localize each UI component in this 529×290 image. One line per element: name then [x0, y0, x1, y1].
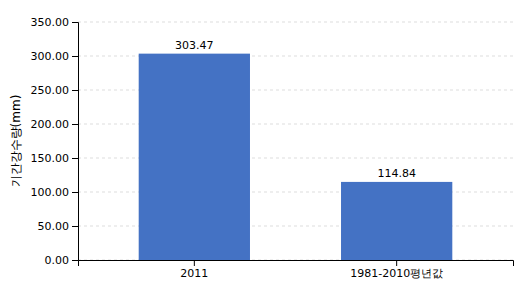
data-label: 114.84 [377, 167, 416, 180]
tick-mark [72, 22, 78, 23]
y-tick: 300.00 [31, 50, 79, 63]
data-labels: 303.47 114.84 [175, 39, 416, 180]
tick-mark [72, 124, 78, 125]
tick-label: 100.00 [31, 186, 70, 199]
y-tick: 350.00 [31, 16, 79, 29]
chart-svg: 0.00 50.00 100.00 150.00 200.00 250.00 300.00 3… [0, 0, 529, 290]
y-tick: 0.00 [45, 254, 79, 267]
tick-label: 50.00 [38, 220, 70, 233]
y-axis-title: 기간강수량(mm) [9, 95, 23, 188]
x-tick: 2011 [180, 260, 208, 280]
tick-label: 150.00 [31, 152, 70, 165]
bars [139, 54, 453, 260]
tick-mark [72, 260, 78, 261]
tick-label: 350.00 [31, 16, 70, 29]
tick-mark [396, 260, 397, 266]
x-axis: 2011 1981-2010평년값 [79, 260, 514, 280]
y-tick: 200.00 [31, 118, 79, 131]
data-label: 303.47 [175, 39, 214, 52]
tick-mark [72, 158, 78, 159]
axis-line [72, 23, 79, 261]
axis-line [79, 261, 514, 267]
tick-mark [72, 226, 78, 227]
chart-container: 0.00 50.00 100.00 150.00 200.00 250.00 300.00 3… [0, 0, 529, 290]
bar [341, 182, 452, 260]
y-tick: 250.00 [31, 84, 79, 97]
tick-mark [72, 192, 78, 193]
y-tick: 50.00 [38, 220, 79, 233]
bar [139, 54, 250, 260]
tick-mark [72, 56, 78, 57]
tick-label: 200.00 [31, 118, 70, 131]
x-tick: 1981-2010평년값 [350, 260, 443, 280]
tick-label: 1981-2010평년값 [350, 267, 443, 280]
y-axis: 0.00 50.00 100.00 150.00 200.00 250.00 300.00 3… [31, 16, 79, 267]
tick-label: 300.00 [31, 50, 70, 63]
tick-label: 0.00 [45, 254, 70, 267]
y-tick: 100.00 [31, 186, 79, 199]
plot-area: 0.00 50.00 100.00 150.00 200.00 250.00 300.00 3… [31, 16, 514, 280]
tick-label: 250.00 [31, 84, 70, 97]
tick-mark [72, 90, 78, 91]
tick-label: 2011 [180, 267, 208, 280]
y-tick: 150.00 [31, 152, 79, 165]
grid [78, 22, 513, 260]
tick-mark [194, 260, 195, 266]
grid-line [78, 22, 513, 23]
